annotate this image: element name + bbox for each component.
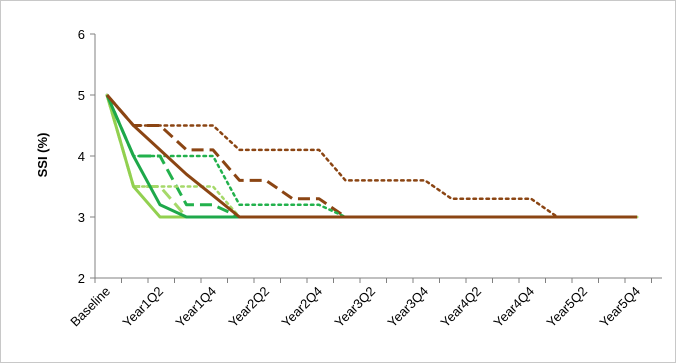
series-lines [105,93,639,219]
x-tick-label: Year4Q4 [491,284,538,331]
x-axis-ticks: Baseline Year1Q2 Year1Q4 Year2Q2 Year2Q4 Year… [67,278,652,331]
y-axis-title: SSI (%) [35,133,50,178]
x-tick-label: Year5Q4 [597,284,644,331]
y-tick-label: 5 [78,88,85,103]
y-tick-label: 3 [78,210,85,225]
series-line-1 [105,93,639,219]
x-tick-label: Year3Q4 [385,284,432,331]
x-tick-label: Year2Q4 [279,284,326,331]
series-line-3 [105,93,639,219]
x-tick-label: Year4Q2 [438,284,485,331]
y-tick-label: 2 [78,271,85,286]
y-tick-label: 4 [78,149,85,164]
x-tick-label: Baseline [67,284,113,330]
x-tick-label: Year1Q2 [120,284,167,331]
y-tick-label: 6 [78,27,85,42]
series-line-9 [105,94,637,219]
x-tick-label: Year2Q2 [226,284,273,331]
x-tick-label: Year1Q4 [173,284,220,331]
y-axis-ticks: 2 3 4 5 6 [78,27,95,286]
x-tick-label: Year5Q2 [544,284,591,331]
x-tick-label: Year3Q2 [332,284,379,331]
